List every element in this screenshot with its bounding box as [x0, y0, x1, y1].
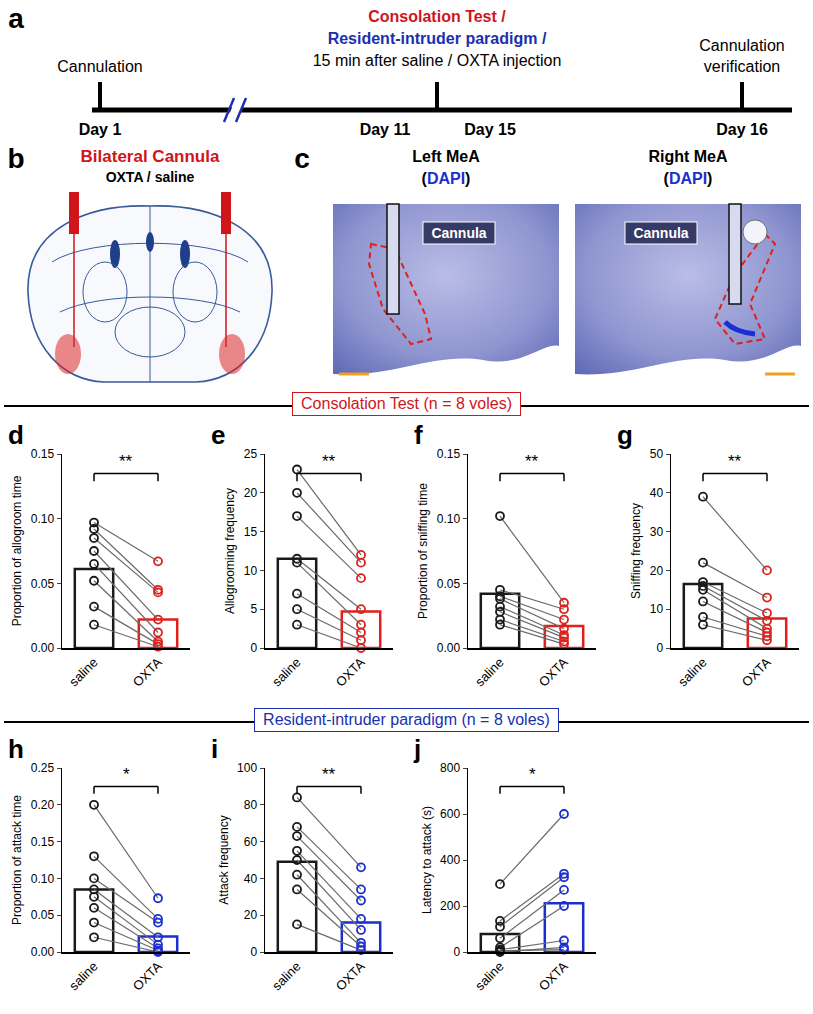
svg-text:0.05: 0.05: [31, 577, 55, 591]
svg-text:*: *: [123, 765, 130, 784]
svg-text:saline: saline: [472, 959, 507, 994]
svg-text:saline: saline: [66, 655, 101, 690]
html-text:g: g: [617, 420, 633, 450]
svg-text:(DAPI): (DAPI): [422, 170, 471, 187]
svg-text:OXTA: OXTA: [333, 654, 368, 689]
svg-text:0.10: 0.10: [31, 872, 55, 886]
svg-text:0: 0: [656, 641, 663, 655]
svg-text:c: c: [294, 143, 310, 174]
svg-text:saline: saline: [269, 655, 304, 690]
svg-text:Latency to attack (s): Latency to attack (s): [420, 806, 434, 914]
svg-text:0: 0: [453, 945, 460, 959]
svg-text:OXTA: OXTA: [130, 958, 165, 993]
html-text:i: i: [211, 734, 219, 764]
svg-text:200: 200: [440, 899, 460, 913]
svg-text:0.00: 0.00: [31, 641, 55, 655]
svg-text:0: 0: [250, 641, 257, 655]
svg-text:100: 100: [237, 761, 257, 775]
svg-text:600: 600: [440, 807, 460, 821]
svg-text:20: 20: [244, 908, 258, 922]
svg-text:saline: saline: [269, 959, 304, 994]
svg-text:Cannula: Cannula: [431, 225, 486, 241]
svg-text:5: 5: [250, 602, 257, 616]
svg-text:0.00: 0.00: [31, 945, 55, 959]
svg-text:Right MeA: Right MeA: [648, 148, 728, 165]
svg-text:**: **: [322, 452, 336, 471]
svg-text:**: **: [322, 765, 336, 784]
html-text:Consolation Test (n = 8 voles): Consolation Test (n = 8 voles): [301, 395, 512, 412]
html-text:j: j: [414, 734, 422, 764]
svg-text:Proportion of sniffing time: Proportion of sniffing time: [416, 483, 430, 619]
svg-text:Proportion of attack time: Proportion of attack time: [10, 795, 24, 925]
svg-text:Cannulation: Cannulation: [57, 58, 142, 75]
svg-text:400: 400: [440, 853, 460, 867]
svg-text:0.10: 0.10: [31, 512, 55, 526]
svg-text:0.20: 0.20: [31, 798, 55, 812]
svg-text:50: 50: [650, 447, 664, 461]
svg-text:OXTA: OXTA: [739, 654, 774, 689]
svg-text:saline: saline: [472, 655, 507, 690]
svg-text:Bilateral Cannula: Bilateral Cannula: [81, 147, 220, 166]
svg-text:**: **: [728, 452, 742, 471]
svg-text:Day 15: Day 15: [464, 121, 516, 138]
svg-text:**: **: [119, 452, 133, 471]
svg-text:0.05: 0.05: [31, 908, 55, 922]
svg-text:Attack frequency: Attack frequency: [217, 815, 231, 904]
svg-text:Allogrooming frequency: Allogrooming frequency: [223, 488, 237, 614]
svg-text:40: 40: [650, 486, 664, 500]
svg-text:10: 10: [650, 602, 664, 616]
svg-text:b: b: [7, 143, 24, 174]
svg-text:verification: verification: [704, 58, 780, 75]
svg-text:20: 20: [244, 486, 258, 500]
svg-text:OXTA: OXTA: [333, 958, 368, 993]
svg-text:15: 15: [244, 525, 258, 539]
svg-text:0.25: 0.25: [31, 761, 55, 775]
svg-text:OXTA / saline: OXTA / saline: [106, 169, 195, 185]
html-text:e: e: [211, 420, 226, 450]
svg-text:0.05: 0.05: [437, 577, 461, 591]
svg-text:Cannulation: Cannulation: [699, 37, 784, 54]
svg-text:0.00: 0.00: [437, 641, 461, 655]
svg-text:80: 80: [244, 798, 258, 812]
svg-text:40: 40: [244, 872, 258, 886]
svg-text:saline: saline: [675, 655, 710, 690]
html-text:h: h: [8, 734, 24, 764]
svg-text:OXTA: OXTA: [130, 654, 165, 689]
svg-text:0: 0: [250, 945, 257, 959]
svg-text:0.15: 0.15: [31, 447, 55, 461]
svg-text:(DAPI): (DAPI): [664, 170, 713, 187]
svg-text:Day 1: Day 1: [79, 121, 122, 138]
html-text:Resident-intruder paradigm (n: Resident-intruder paradigm (n = 8 voles): [263, 711, 550, 728]
svg-text:Left MeA: Left MeA: [412, 148, 480, 165]
svg-text:Day 16: Day 16: [716, 121, 768, 138]
svg-text:0.15: 0.15: [437, 447, 461, 461]
svg-text:15 min after saline / OXTA inj: 15 min after saline / OXTA injection: [313, 52, 562, 69]
html-text:f: f: [414, 420, 423, 450]
svg-text:30: 30: [650, 525, 664, 539]
svg-text:800: 800: [440, 761, 460, 775]
svg-text:Day 11: Day 11: [360, 121, 411, 138]
svg-text:25: 25: [244, 447, 258, 461]
svg-text:OXTA: OXTA: [536, 958, 571, 993]
svg-text:a: a: [8, 3, 24, 34]
html-text:d: d: [8, 420, 24, 450]
svg-text:20: 20: [650, 564, 664, 578]
svg-text:*: *: [529, 765, 536, 784]
svg-text:saline: saline: [66, 959, 101, 994]
svg-text:60: 60: [244, 835, 258, 849]
svg-text:OXTA: OXTA: [536, 654, 571, 689]
svg-text:0.15: 0.15: [31, 835, 55, 849]
svg-text:0.10: 0.10: [437, 512, 461, 526]
svg-text:Cannula: Cannula: [633, 225, 688, 241]
svg-text:Consolation Test /: Consolation Test /: [368, 8, 506, 25]
svg-text:**: **: [525, 452, 539, 471]
svg-text:Resident-intruder paradigm /: Resident-intruder paradigm /: [328, 30, 547, 47]
svg-text:Proportion of allogroom time: Proportion of allogroom time: [10, 475, 24, 626]
svg-text:10: 10: [244, 564, 258, 578]
svg-text:Sniffing frequency: Sniffing frequency: [629, 503, 643, 599]
